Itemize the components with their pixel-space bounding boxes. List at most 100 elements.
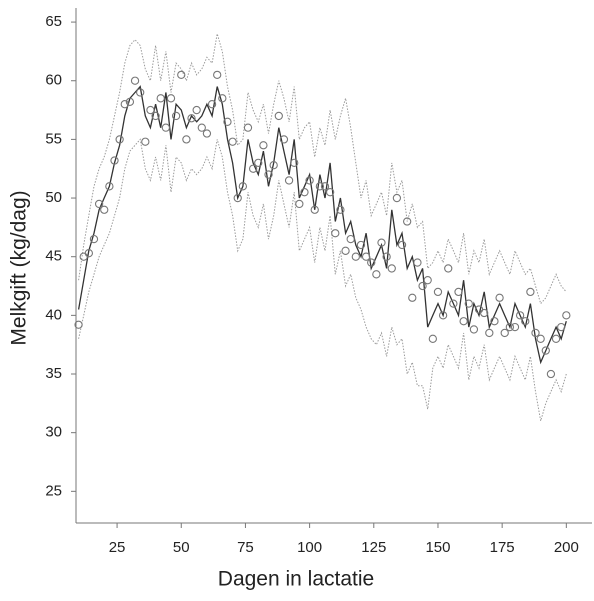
data-point <box>367 258 376 267</box>
data-point <box>151 111 160 121</box>
data-point <box>413 258 422 267</box>
y-tick-label: 25 <box>45 482 62 499</box>
data-point <box>325 188 335 197</box>
data-point <box>197 123 206 132</box>
band-line <box>78 33 567 305</box>
data-point <box>449 299 458 308</box>
data-point <box>387 264 396 273</box>
data-point <box>243 123 253 132</box>
data-point <box>269 161 278 170</box>
x-tick-label: 25 <box>109 539 126 556</box>
data-point <box>105 182 114 191</box>
data-point <box>295 199 304 209</box>
data-point <box>551 334 561 343</box>
y-tick-label: 40 <box>45 306 62 323</box>
data-point <box>223 117 232 126</box>
y-tick-label: 60 <box>45 72 62 89</box>
data-point <box>377 238 386 247</box>
data-point <box>305 176 314 185</box>
data-point <box>279 135 289 144</box>
data-point <box>341 246 350 255</box>
data-point <box>403 217 412 226</box>
data-point <box>438 311 448 320</box>
data-point <box>254 158 263 168</box>
data-point <box>110 156 119 165</box>
data-point <box>202 129 212 138</box>
data-point <box>248 164 258 173</box>
y-tick-label: 35 <box>45 365 62 382</box>
data-point <box>79 252 88 261</box>
data-point <box>136 88 145 97</box>
data-point <box>120 100 129 109</box>
data-point <box>228 137 237 146</box>
data-point <box>480 308 489 318</box>
y-tick-label: 50 <box>45 189 62 206</box>
data-point <box>284 176 294 185</box>
data-point <box>238 182 248 191</box>
data-point <box>510 322 520 332</box>
data-point <box>187 114 196 123</box>
data-point <box>459 317 468 326</box>
data-point <box>125 97 135 106</box>
data-point <box>505 322 515 332</box>
data-point <box>146 105 155 115</box>
data-point <box>454 287 463 297</box>
y-tick-label: 30 <box>45 424 62 441</box>
data-point <box>433 287 443 297</box>
data-point <box>500 328 509 338</box>
x-tick-label: 50 <box>173 539 190 556</box>
y-axis-label: Melkgift (kg/dag) <box>8 190 31 345</box>
data-point <box>192 105 201 115</box>
data-point <box>418 281 427 291</box>
data-point <box>233 193 242 203</box>
data-point <box>490 317 499 326</box>
y-tick-label: 65 <box>45 13 62 30</box>
data-point <box>495 293 504 302</box>
data-point <box>372 270 381 279</box>
data-point <box>485 328 494 338</box>
data-point <box>423 276 432 285</box>
data-point <box>464 299 473 308</box>
data-point <box>84 249 93 258</box>
data-point <box>428 334 437 343</box>
x-axis-label: Dagen in lactatie <box>218 568 374 591</box>
data-point <box>546 369 556 379</box>
data-point <box>521 317 530 326</box>
data-point <box>177 70 186 80</box>
x-tick-label: 200 <box>554 539 579 556</box>
band-line <box>78 138 567 422</box>
data-point <box>531 328 540 338</box>
data-point <box>213 70 222 80</box>
data-point <box>515 311 525 320</box>
x-tick-label: 175 <box>490 539 515 556</box>
data-point <box>115 135 124 144</box>
data-point <box>351 252 360 261</box>
x-tick-label: 100 <box>297 539 322 556</box>
data-point <box>166 94 176 103</box>
data-point <box>100 205 109 214</box>
data-point <box>541 346 550 355</box>
data-point <box>331 229 340 238</box>
data-point <box>274 111 283 121</box>
data-point <box>397 240 407 250</box>
data-point <box>218 94 227 103</box>
data-point <box>300 188 309 197</box>
data-point <box>346 234 355 244</box>
data-point <box>89 234 99 244</box>
data-point <box>444 264 453 273</box>
x-tick-label: 75 <box>237 539 254 556</box>
data-point <box>382 252 391 261</box>
data-point <box>207 100 217 109</box>
data-point <box>74 320 83 329</box>
data-point <box>259 141 268 150</box>
data-point <box>336 205 345 214</box>
data-point <box>469 325 479 334</box>
data-point <box>171 111 181 121</box>
data-point <box>536 334 545 343</box>
data-point <box>141 137 150 146</box>
data-point <box>562 311 571 320</box>
data-point <box>94 199 104 209</box>
data-point <box>290 158 299 168</box>
data-point <box>320 182 330 191</box>
